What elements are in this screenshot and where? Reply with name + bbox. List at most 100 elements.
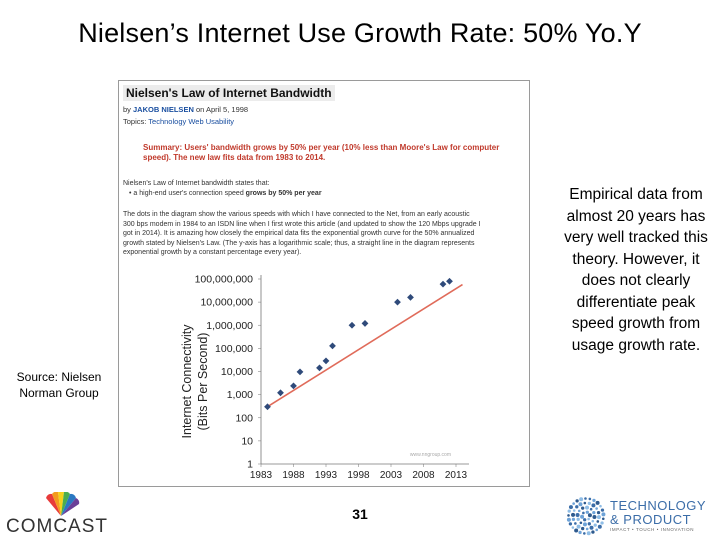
x-tick-label: 1983 <box>250 470 273 481</box>
byline-prefix: by <box>123 105 131 114</box>
logo-dot <box>587 513 592 518</box>
chart-watermark: www.nngroup.com <box>410 452 451 458</box>
data-point <box>316 364 323 372</box>
summary-text: Users' bandwidth grows by 50% per year (… <box>143 143 500 162</box>
logo-dot <box>593 523 597 527</box>
logo-dot <box>596 515 601 520</box>
author-link[interactable]: JAKOB NIELSEN <box>133 105 194 114</box>
y-tick-label: 1,000 <box>227 389 253 401</box>
source-note: Source: Nielsen Norman Group <box>16 370 102 400</box>
tp-line-1: TECHNOLOGY <box>610 498 707 513</box>
x-tick-label: 1993 <box>315 470 338 481</box>
logo-dot <box>580 514 585 519</box>
article-screenshot: Nielsen's Law of Internet Bandwidth by J… <box>118 80 530 487</box>
topic-web-usability-link[interactable]: Web Usability <box>188 117 235 126</box>
data-point <box>277 389 284 397</box>
logo-dot <box>571 512 576 517</box>
logo-dot <box>585 505 590 510</box>
logo-dot <box>581 506 585 510</box>
logo-dot <box>577 509 581 513</box>
y-tick-label: 10,000 <box>221 366 253 378</box>
topic-technology-link[interactable]: Technology <box>148 117 187 126</box>
logo-dot <box>601 512 606 517</box>
logo-dot <box>579 497 584 502</box>
logo-dot <box>588 497 592 501</box>
logo-dot <box>567 509 571 513</box>
logo-dot <box>575 505 579 509</box>
logo-dot <box>578 530 582 535</box>
logo-dot <box>583 518 587 522</box>
logo-dot <box>582 522 587 527</box>
tp-line-3: IMPACT • TOUCH • INNOVATION <box>610 527 695 532</box>
data-point <box>264 403 271 411</box>
logo-dot <box>599 504 602 508</box>
article-topics: Topics: Technology Web Usability <box>123 117 234 126</box>
logo-dot <box>596 510 601 515</box>
x-tick-label: 2008 <box>412 470 435 481</box>
article-summary: Summary: Users' bandwidth grows by 50% p… <box>143 143 523 163</box>
data-point <box>329 342 336 350</box>
logo-dot <box>585 510 589 514</box>
logo-dot <box>589 507 593 511</box>
data-point <box>322 357 330 365</box>
y-tick-label: 100 <box>235 412 253 424</box>
summary-label: Summary: <box>143 143 183 152</box>
y-tick-label: 10,000,000 <box>200 297 253 309</box>
y-tick-label: 100,000 <box>215 343 253 355</box>
y-tick-label: 1 <box>247 459 253 471</box>
byline-date: on April 5, 1998 <box>195 105 249 114</box>
article-byline: by JAKOB NIELSEN on April 5, 1998 <box>123 105 248 114</box>
law-bullet-bold: grows by 50% per year <box>245 190 322 197</box>
logo-dot <box>591 503 596 508</box>
logo-dot <box>583 501 587 505</box>
logo-dot <box>601 517 605 521</box>
x-tick-label: 1998 <box>347 470 370 481</box>
paragraph-line: 300 bps modem in 1984 to an ISDN line wh… <box>123 220 481 228</box>
logo-dot <box>592 498 596 503</box>
logo-dot <box>600 521 604 525</box>
logo-dot <box>571 526 575 529</box>
logo-dot <box>585 527 589 531</box>
logo-dot <box>589 525 594 530</box>
logo-dot <box>595 500 600 505</box>
data-point <box>446 277 453 285</box>
logo-dot <box>576 524 581 529</box>
y-tick-label: 10 <box>241 435 253 447</box>
logo-dot <box>600 508 605 512</box>
logo-dot <box>595 507 598 510</box>
logo-dot <box>575 499 579 503</box>
law-bullet: • a high-end user's connection speed gro… <box>129 190 322 197</box>
tech-product-logo: TECHNOLOGY & PRODUCT IMPACT • TOUCH • IN… <box>566 496 716 536</box>
logo-dot <box>579 521 583 525</box>
bandwidth-chart: 1 10 100 1,000 10,000 100,000 1,000,000 10,000,… <box>180 274 469 481</box>
logo-dot <box>582 511 585 515</box>
comcast-wordmark: COMCAST <box>6 516 108 537</box>
logo-dot <box>586 531 591 536</box>
logo-dot <box>587 517 590 521</box>
logo-dot <box>583 532 586 535</box>
logo-dot <box>584 497 587 500</box>
logo-dot <box>575 512 580 517</box>
law-intro: Nielsen's Law of Internet bandwidth stat… <box>123 180 270 187</box>
dots-globe-icon <box>566 497 606 536</box>
trend-line <box>267 283 463 408</box>
peacock-icon <box>46 492 80 516</box>
x-tick-label: 1988 <box>282 470 305 481</box>
logo-dot <box>576 517 580 521</box>
data-point <box>348 321 356 329</box>
logo-dot <box>591 530 595 534</box>
data-point <box>394 298 401 306</box>
paragraph-line: got in 2014). It is amazing how closely … <box>123 230 475 237</box>
paragraph-line: growth stated by Nielsen's Law. (The y-a… <box>123 239 475 247</box>
x-tick-label: 2013 <box>445 470 468 481</box>
logo-dot <box>597 524 602 529</box>
slide-title: Nielsen’s Internet Use Growth Rate: 50% … <box>78 18 642 48</box>
logo-dot <box>592 511 596 515</box>
logo-dot <box>571 517 576 522</box>
logo-dot <box>581 526 585 531</box>
logo-dot <box>578 502 583 507</box>
y-tick-label: 100,000,000 <box>195 274 254 286</box>
logo-dot <box>574 528 579 533</box>
logo-dot <box>596 520 600 523</box>
logo-dot <box>568 505 573 510</box>
